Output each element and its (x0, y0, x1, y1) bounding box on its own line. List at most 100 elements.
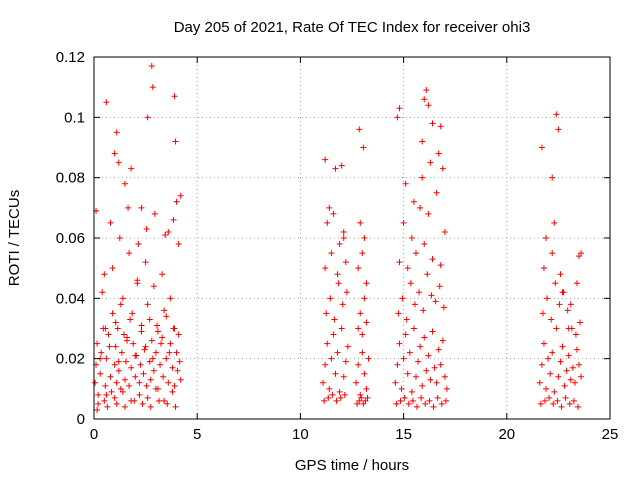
data-point (340, 373, 347, 380)
data-point (543, 235, 550, 241)
data-point (114, 325, 121, 332)
data-point (553, 111, 560, 118)
data-point (103, 391, 110, 398)
data-point (437, 262, 444, 269)
data-point (169, 364, 176, 371)
data-point (435, 150, 442, 157)
data-point (112, 319, 119, 326)
data-point (549, 349, 556, 356)
data-point (548, 316, 555, 323)
data-point (164, 400, 171, 407)
data-point (573, 346, 580, 353)
data-point (414, 403, 421, 410)
data-point (165, 379, 172, 386)
data-point (342, 358, 349, 365)
data-point (138, 322, 145, 329)
data-point (544, 295, 551, 302)
data-point (169, 388, 176, 395)
data-point (103, 99, 110, 106)
data-point (362, 397, 369, 404)
data-point (411, 301, 418, 308)
data-point (410, 198, 417, 205)
data-point (152, 385, 159, 392)
axis-ticks: 0 5 10 15 20 25 0 0.02 0.04 0.06 0.08 0.1 0.12 (56, 49, 619, 443)
data-point (146, 316, 153, 323)
data-point (429, 120, 436, 127)
data-point (438, 400, 445, 407)
data-point (173, 349, 180, 356)
data-point (541, 397, 548, 404)
data-point (330, 331, 337, 338)
data-point (357, 310, 364, 317)
data-point (128, 364, 135, 371)
data-point (171, 382, 178, 389)
data-point (113, 129, 120, 136)
data-point (323, 310, 330, 317)
data-point (137, 361, 144, 368)
data-point (355, 361, 362, 368)
data-point (569, 364, 576, 371)
data-point (113, 400, 120, 407)
data-point (98, 349, 105, 356)
data-point (419, 382, 426, 389)
data-point (365, 355, 372, 362)
y-tick-label: 0.06 (56, 230, 85, 247)
data-point (171, 325, 178, 332)
data-point (177, 376, 184, 383)
data-point (170, 216, 177, 223)
data-point (361, 295, 368, 302)
data-point (578, 250, 585, 257)
data-point (571, 379, 578, 386)
data-point (549, 250, 556, 257)
data-point (428, 292, 435, 299)
data-point (328, 250, 335, 257)
data-point (127, 316, 134, 323)
data-point (175, 331, 182, 338)
data-point (94, 406, 101, 413)
data-point (122, 358, 129, 365)
data-point (435, 346, 442, 353)
data-point (561, 382, 568, 389)
data-point (357, 219, 364, 226)
data-point (330, 210, 337, 217)
y-tick-label: 0.08 (56, 170, 85, 187)
data-point (546, 394, 553, 401)
data-point (172, 138, 179, 145)
data-point (173, 198, 180, 205)
data-point (557, 358, 564, 365)
data-point (150, 367, 157, 374)
data-point (566, 400, 573, 407)
data-point (143, 382, 150, 389)
y-tick-label: 0.04 (56, 290, 85, 307)
data-point (144, 114, 151, 121)
y-tick-label: 0.1 (64, 109, 85, 126)
data-point (160, 373, 167, 380)
data-point (578, 373, 585, 380)
data-point (148, 63, 155, 70)
data-point (325, 394, 332, 401)
data-point (174, 367, 181, 374)
data-point (121, 180, 128, 187)
data-point (107, 219, 114, 226)
data-point (326, 204, 333, 211)
data-point (555, 126, 562, 133)
data-point (572, 331, 579, 338)
data-point (400, 355, 407, 362)
data-point (431, 364, 438, 371)
data-point (117, 385, 124, 392)
data-point (360, 144, 367, 151)
data-point (563, 367, 570, 374)
data-point (131, 397, 138, 404)
data-point (329, 391, 336, 398)
data-point (331, 316, 338, 323)
data-point (343, 289, 350, 296)
data-point (163, 313, 170, 320)
data-point (356, 126, 363, 133)
data-point (409, 397, 416, 404)
data-point (159, 271, 166, 278)
data-point (433, 379, 440, 386)
data-point (357, 391, 364, 398)
data-point (403, 316, 410, 323)
data-point (565, 325, 572, 332)
x-tick-label: 20 (498, 426, 515, 443)
